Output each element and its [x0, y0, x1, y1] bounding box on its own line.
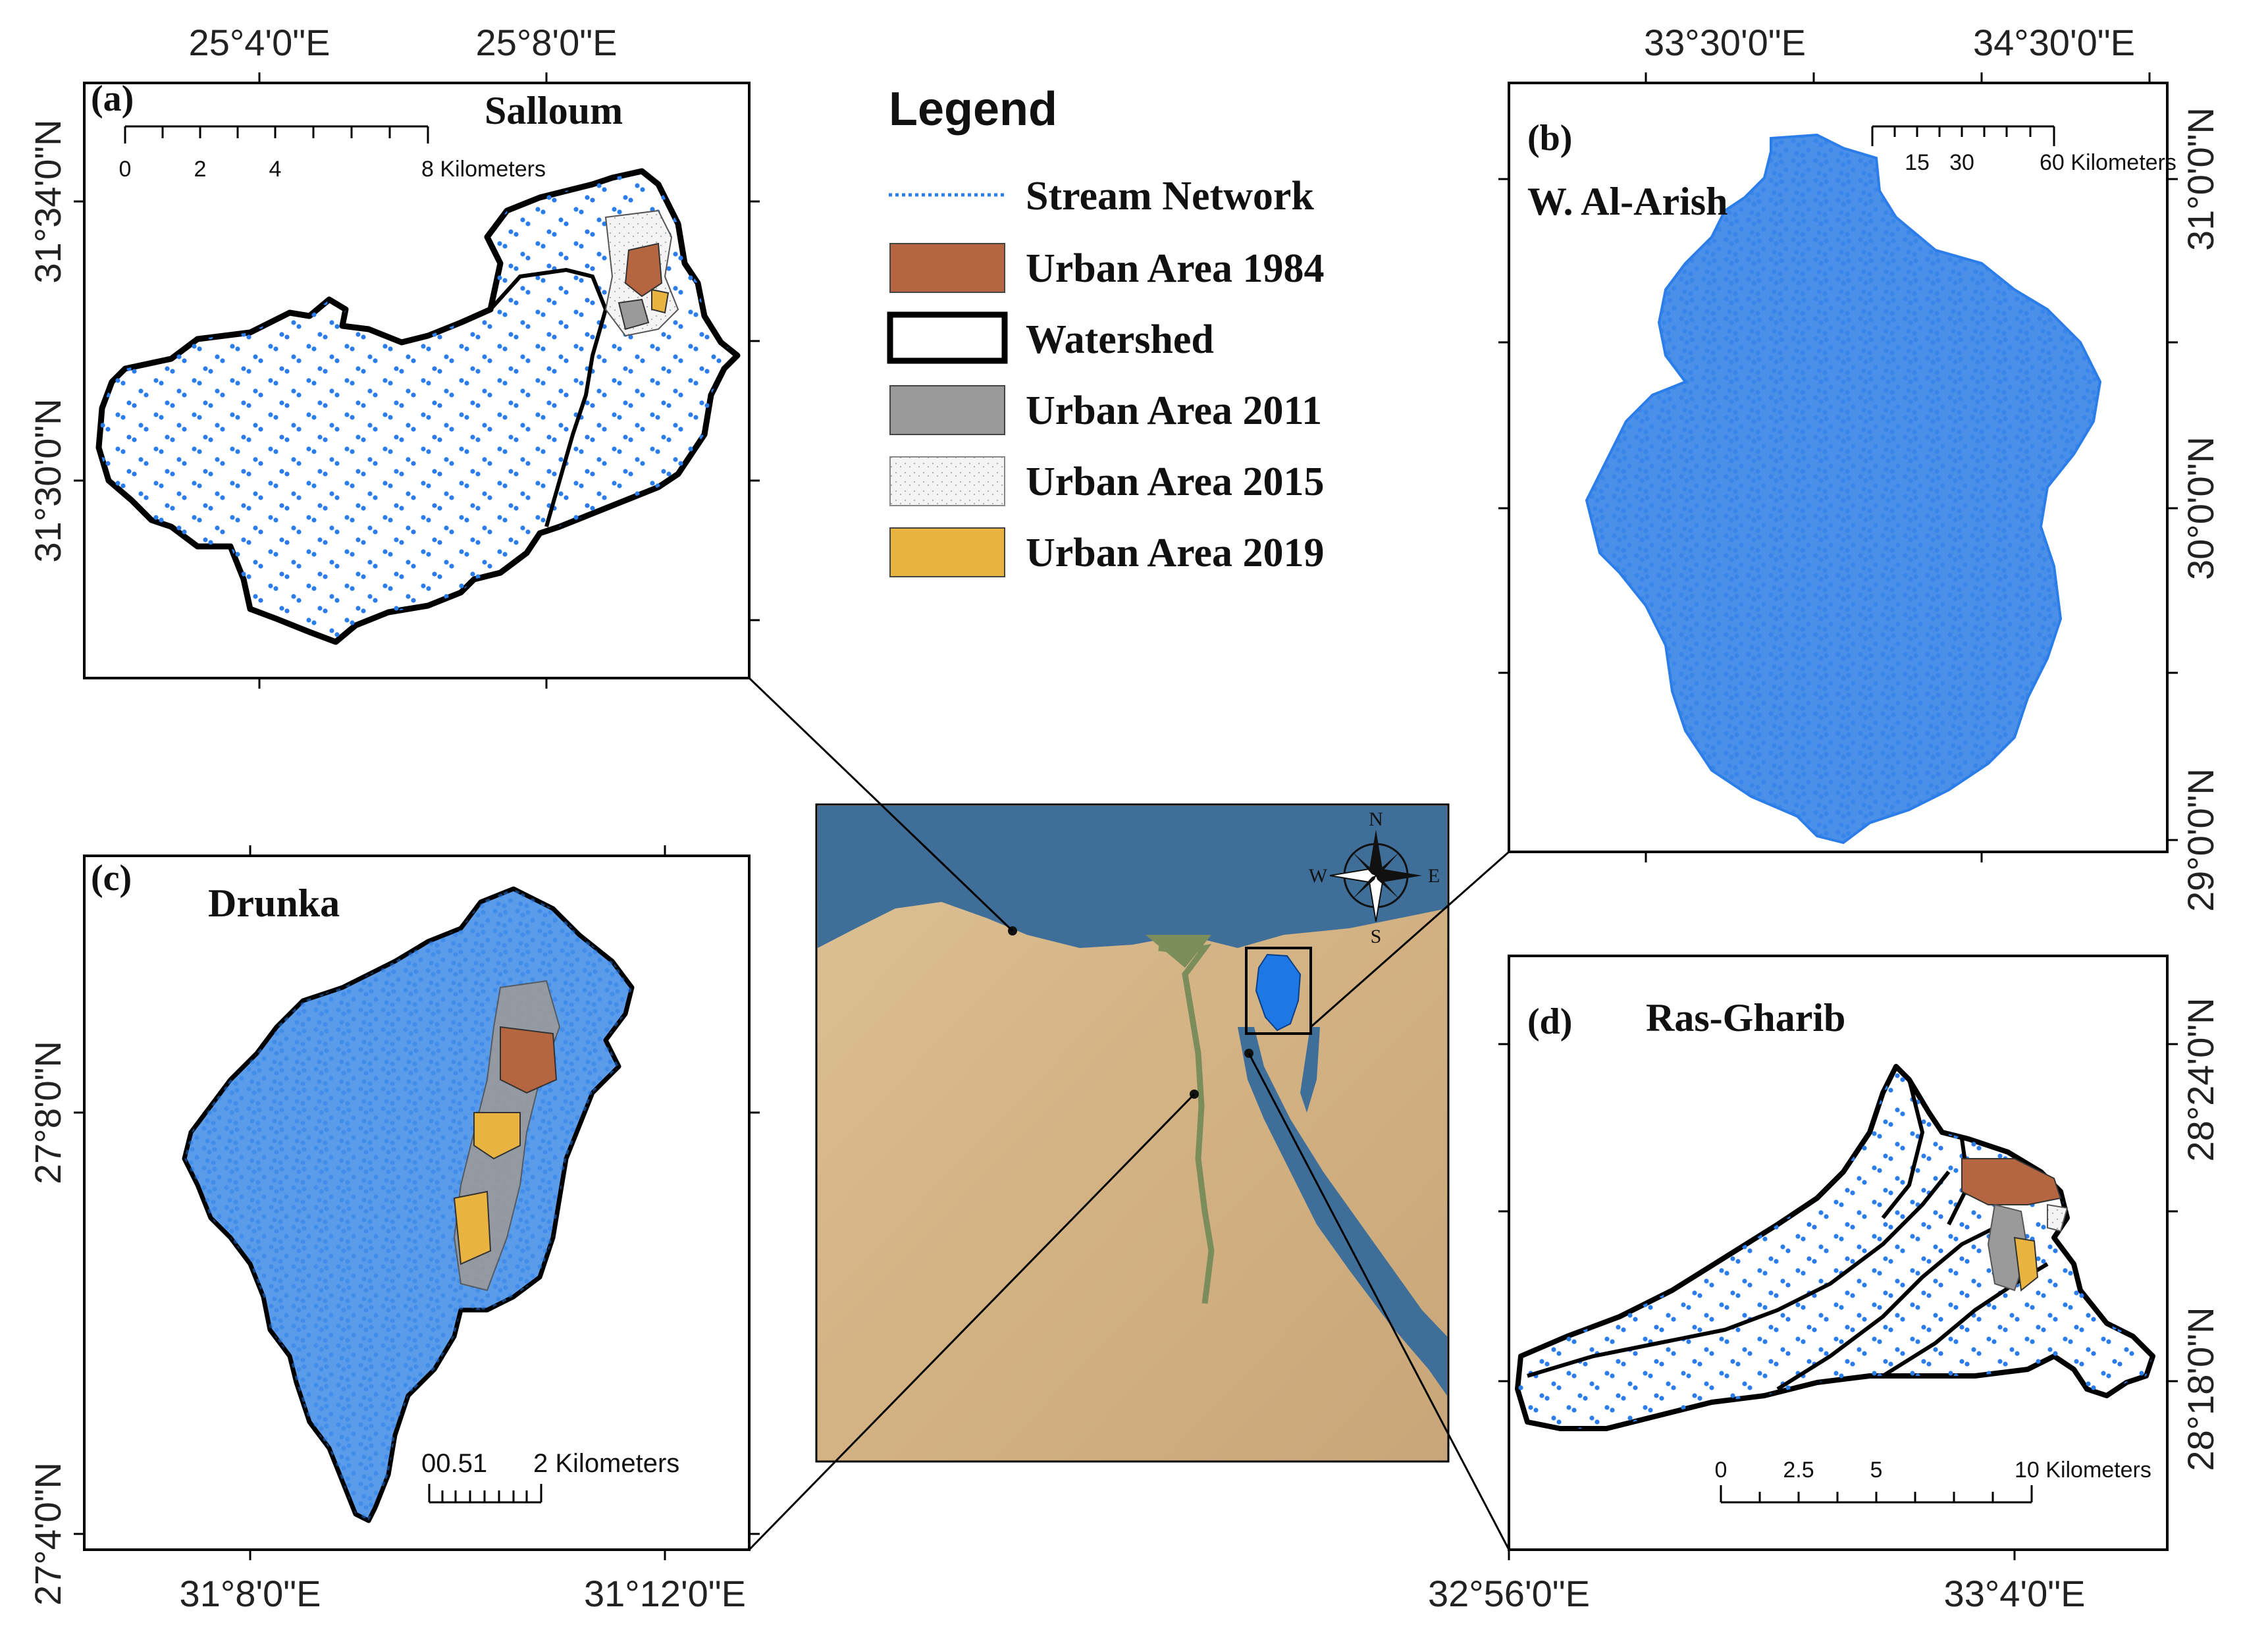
legend-swatch-urban-2011: [889, 385, 1005, 435]
overview-map: N S E W: [815, 803, 1450, 1463]
panel-a-stream-network: [99, 171, 737, 642]
legend-swatch-urban-1984: [889, 243, 1005, 293]
compass-e: E: [1428, 865, 1440, 887]
panel-b-scale-end: 60 Kilometers: [2040, 150, 2176, 175]
panel-c-drunka: 27°8'0"N 27°4'0"N 31°8'0"E 31°12'0"E (c)…: [27, 845, 760, 1614]
panel-b-scalebar: [1871, 125, 2055, 146]
compass-rose: N S E W: [1309, 808, 1440, 947]
panel-d-ticks: [1498, 1043, 2178, 1560]
panel-b-right-tick-2: 30°0'0"N: [2180, 436, 2221, 580]
legend: Legend Stream Network Urban Area 1984 Wa…: [887, 83, 1325, 577]
panel-c-site-name: Drunka: [208, 882, 340, 925]
panel-c-scale-ticks: 00.51: [421, 1449, 487, 1478]
nile-delta: [1146, 935, 1211, 968]
panel-a-scale-tick-2: 2: [194, 157, 207, 182]
legend-swatch-watershed: [887, 311, 1008, 364]
panel-b-right-tick-3: 29°0'0"N: [2180, 768, 2221, 912]
panel-d-right-tick-1: 28°24'0"N: [2180, 997, 2221, 1161]
legend-swatch-urban-2015: [889, 456, 1005, 506]
panel-d-scalebar: [1720, 1485, 2033, 1504]
panel-c-left-tick-2: 27°4'0"N: [27, 1462, 68, 1606]
panel-a-left-tick-1: 31°34'0"N: [27, 119, 68, 283]
panel-c-scale-end: 2 Kilometers: [533, 1449, 679, 1478]
panel-c-bottom-tick-2: 31°12'0"E: [584, 1573, 746, 1614]
panel-a-label: (a): [91, 78, 134, 119]
legend-label-urban-2015: Urban Area 2015: [1026, 460, 1325, 504]
panel-c-scalebar: [428, 1484, 542, 1504]
panel-a-salloum: 25°4'0"E 25°8'0"E 31°34'0"N 31°30'0"N (a…: [27, 22, 760, 689]
legend-label-urban-1984: Urban Area 1984: [1026, 246, 1325, 291]
legend-label-stream: Stream Network: [1026, 174, 1314, 219]
panel-a-site-name: Salloum: [485, 89, 623, 132]
panel-a-ticks: [74, 72, 760, 689]
panel-a-subdivide: [488, 267, 608, 527]
mediterranean-sea: [818, 806, 1447, 948]
panel-d-ras-gharib: 28°24'0"N 28°18'0"N 32°56'0"E 33°4'0"E (…: [1428, 955, 2221, 1614]
panel-c-label: (c): [91, 858, 132, 899]
panel-d-scale-tick-0: 0: [1715, 1458, 1727, 1483]
panel-d-site-name: Ras-Gharib: [1646, 996, 1845, 1040]
panel-c-urban-cluster: [453, 980, 561, 1292]
panel-c-bottom-tick-1: 31°8'0"E: [180, 1573, 321, 1614]
legend-label-watershed: Watershed: [1026, 317, 1214, 362]
panel-a-top-tick-1: 25°4'0"E: [189, 22, 330, 63]
panel-b-top-tick-1: 33°30'0"E: [1644, 22, 1806, 63]
panel-a-urban-cluster: [604, 209, 679, 337]
panel-b-ticks: [1498, 72, 2178, 862]
panel-d-scale-tick-5: 5: [1870, 1458, 1883, 1483]
panel-b-al-arish: 33°30'0"E 34°30'0"E 31°0'0"N 30°0'0"N 29…: [1498, 22, 2221, 912]
panel-d-bottom-tick-1: 32°56'0"E: [1428, 1573, 1590, 1614]
panel-b-site-name: W. Al-Arish: [1527, 180, 1728, 223]
panel-b-right-tick-1: 31°0'0"N: [2180, 107, 2221, 251]
al-arish-watershed-mini: [1255, 953, 1302, 1032]
red-sea: [1238, 1027, 1447, 1396]
panel-d-label: (d): [1527, 1001, 1572, 1042]
legend-label-urban-2019: Urban Area 2019: [1026, 531, 1325, 575]
panel-d-bottom-tick-2: 33°4'0"E: [1944, 1573, 2086, 1614]
panel-c-ticks: [74, 845, 760, 1560]
compass-n: N: [1369, 808, 1383, 830]
legend-swatch-urban-2019: [889, 527, 1005, 577]
compass-s: S: [1371, 926, 1382, 947]
panel-d-urban-cluster: [1961, 1158, 2069, 1292]
panel-d-scale-end: 10 Kilometers: [2015, 1458, 2151, 1483]
al-arish-inset-box: [1245, 947, 1312, 1035]
panel-a-scalebar: [124, 125, 429, 144]
panel-c-left-tick-1: 27°8'0"N: [27, 1041, 68, 1184]
compass-w: W: [1309, 865, 1328, 887]
connector-lines: [748, 677, 1510, 1551]
panel-d-right-tick-2: 28°18'0"N: [2180, 1307, 2221, 1471]
legend-label-urban-2011: Urban Area 2011: [1026, 388, 1322, 433]
panel-b-top-tick-2: 34°30'0"E: [1973, 22, 2135, 63]
panel-b-scale-tick-15: 15: [1905, 150, 1930, 175]
panel-b-scale-tick-30: 30: [1949, 150, 1974, 175]
panel-d-scale-tick-2-5: 2.5: [1783, 1458, 1814, 1483]
panel-a-left-tick-2: 31°30'0"N: [27, 398, 68, 562]
panel-a-top-tick-2: 25°8'0"E: [476, 22, 618, 63]
panel-a-scale-end: 8 Kilometers: [421, 157, 546, 182]
panel-b-stream-network: [1587, 135, 2100, 843]
gulf-of-aqaba: [1300, 1027, 1320, 1113]
panel-a-scale-tick-0: 0: [119, 157, 132, 182]
panel-a-scale-tick-4: 4: [269, 157, 282, 182]
panel-b-label: (b): [1527, 118, 1572, 159]
legend-title: Legend: [889, 83, 1057, 136]
